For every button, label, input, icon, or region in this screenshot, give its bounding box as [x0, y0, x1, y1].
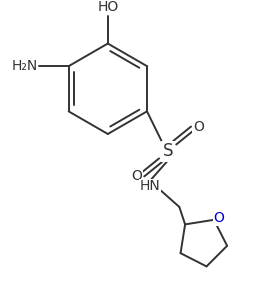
Text: H₂N: H₂N [12, 59, 38, 73]
Text: O: O [214, 212, 225, 225]
Text: HO: HO [97, 0, 118, 14]
Text: S: S [162, 142, 173, 160]
Text: HN: HN [140, 179, 161, 193]
Text: O: O [132, 169, 142, 183]
Text: O: O [193, 120, 204, 134]
